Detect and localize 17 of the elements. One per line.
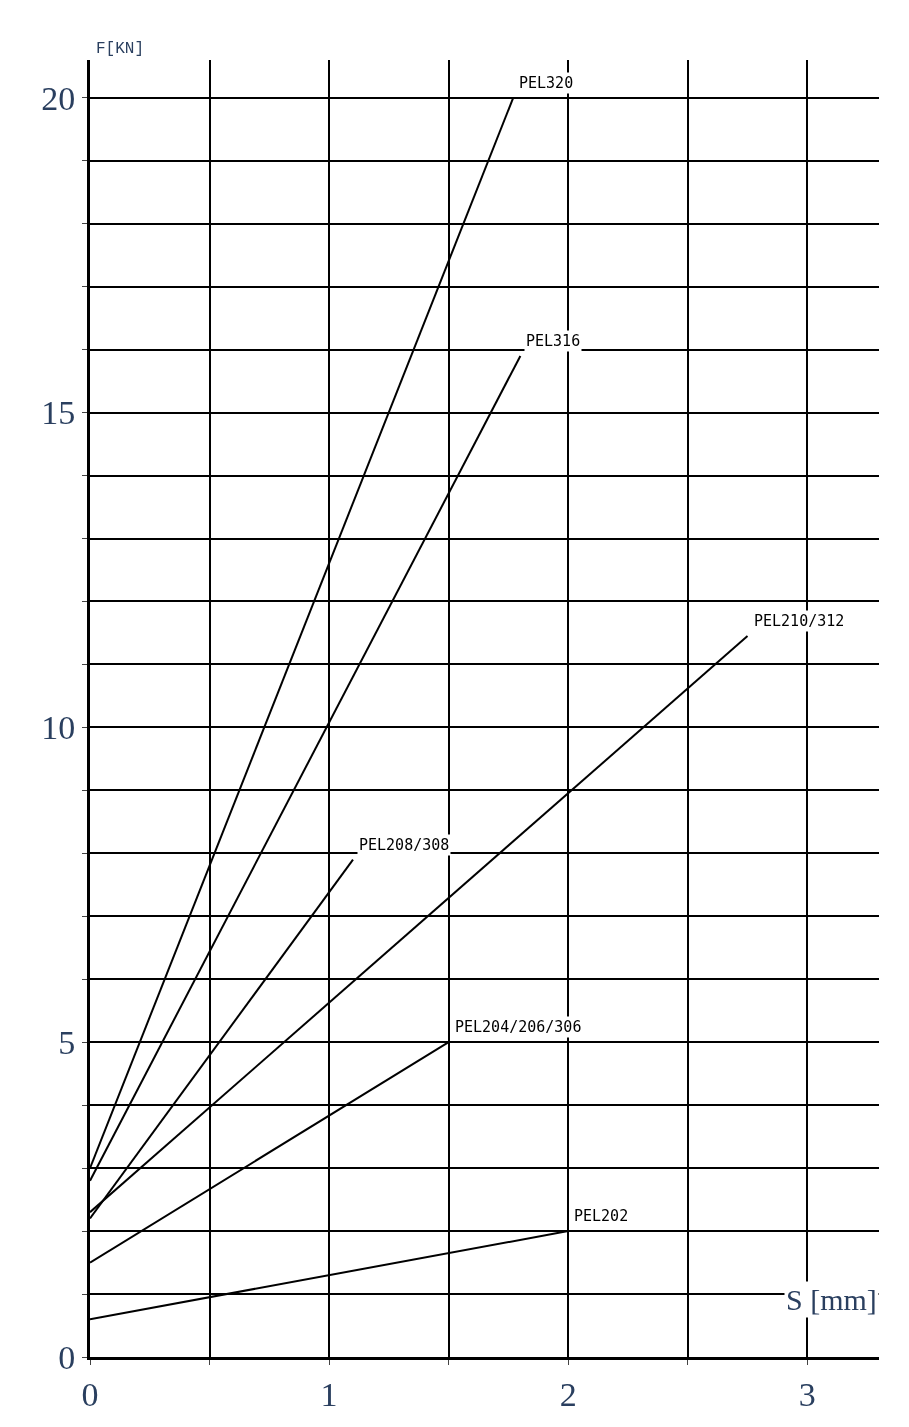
series-label: PEL320	[519, 74, 574, 92]
y-tick-label: 20	[41, 79, 76, 117]
series-label: PEL204/206/306	[455, 1018, 582, 1036]
y-tick-label: 10	[41, 709, 76, 747]
series-label: PEL316	[526, 332, 581, 350]
x-axis-title: S [mm]	[786, 1283, 877, 1316]
series-label: PEL208/308	[359, 836, 450, 854]
y-tick-label: 0	[58, 1338, 76, 1376]
y-axis-title: F[KN]	[96, 40, 145, 58]
x-tick-label: 0	[81, 1375, 99, 1413]
series-label: PEL210/312	[754, 612, 845, 630]
y-tick-label: 15	[41, 394, 76, 432]
x-tick-label: 2	[559, 1375, 577, 1413]
y-tick-label: 5	[58, 1024, 76, 1062]
x-tick-label: 3	[798, 1375, 816, 1413]
x-tick-label: 1	[320, 1375, 338, 1413]
series-label: PEL202	[574, 1207, 629, 1225]
